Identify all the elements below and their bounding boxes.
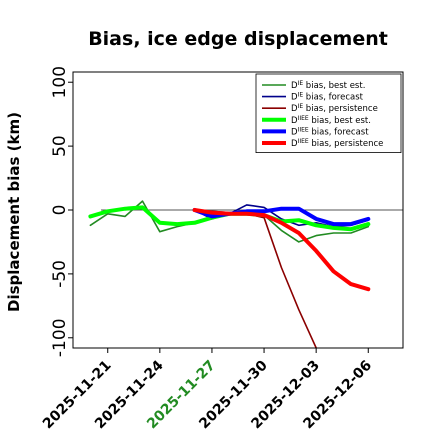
legend-label-5: DIIEE bias, persistence [291,138,383,149]
series-layer [88,200,403,348]
chart-title: Bias, ice edge displacement [88,28,388,50]
legend-label-3: DIIEE bias, best est. [291,115,371,126]
y-tick-label-3: -50 [50,260,70,288]
y-tick-label-1: 50 [50,135,70,157]
x-axis: 2025-11-212025-11-242025-11-272025-11-30… [40,348,375,432]
series-line-5 [192,208,371,292]
y-axis: 100 50 0 -50 -100 [50,66,73,357]
legend-label-1: DIE bias, forecast [291,92,364,103]
legend-label-0: DIE bias, best est. [291,80,365,91]
legend: DIE bias, best est.DIE bias, forecastDIE… [255,73,402,153]
legend-label-2: DIE bias, persistence [291,103,378,114]
y-axis-label: Displacement bias (km) [5,112,23,312]
y-tick-label-2: 0 [50,205,70,216]
y-tick-label-4: -100 [50,318,70,357]
legend-box [255,73,402,153]
legend-label-4: DIIEE bias, forecast [291,126,369,137]
y-tick-label-0: 100 [50,66,70,98]
